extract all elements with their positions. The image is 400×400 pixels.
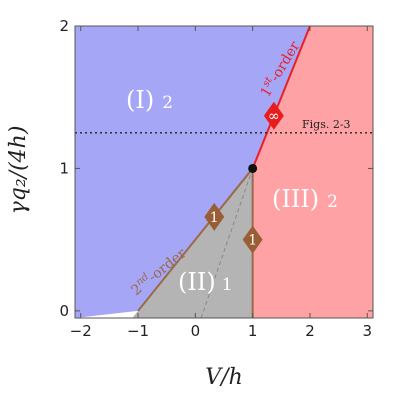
y-axis-label: γq₂/(4h) xyxy=(6,126,31,215)
marker-brown-1-shape xyxy=(204,202,225,231)
region-ii-label: (II) 1 xyxy=(178,268,233,296)
y-tick-label: 2 xyxy=(59,17,69,35)
marker-brown-2-text: 1 xyxy=(248,233,257,249)
region-i-area xyxy=(75,26,310,318)
critical-point xyxy=(248,163,258,173)
dashed-inner-line xyxy=(200,168,254,318)
plot-frame xyxy=(74,25,374,319)
x-axis-ticks: −2 −1 0 1 2 3 xyxy=(70,26,372,340)
marker-red-infinity: ∞ xyxy=(263,101,284,130)
marker-brown-1-text: 1 xyxy=(210,210,219,226)
marker-red-text: ∞ xyxy=(268,109,280,125)
first-order-line xyxy=(251,26,311,169)
x-tick-label: −1 xyxy=(127,322,149,340)
y-tick-label: 0 xyxy=(59,302,69,320)
y-axis-ticks: 0 1 2 xyxy=(59,17,373,320)
x-tick-label: 2 xyxy=(305,322,315,340)
second-order-line xyxy=(137,167,254,312)
x-tick-label: 0 xyxy=(191,322,201,340)
region-iii-area xyxy=(252,26,373,318)
marker-brown-1: 1 xyxy=(204,202,225,231)
region-iii-label: (III) 2 xyxy=(272,185,338,213)
marker-brown-2: 1 xyxy=(242,225,263,254)
region-i-label: (I) 2 xyxy=(126,86,173,114)
x-tick-label: 1 xyxy=(248,322,258,340)
marker-red-shape xyxy=(263,101,284,130)
marker-brown-2-shape xyxy=(242,225,263,254)
figs-reference-label: Figs. 2-3 xyxy=(302,118,351,131)
x-tick-label: 3 xyxy=(362,322,372,340)
x-tick-label: −2 xyxy=(70,322,92,340)
y-tick-label: 1 xyxy=(59,159,69,177)
x-axis-label: V/h xyxy=(205,365,242,390)
